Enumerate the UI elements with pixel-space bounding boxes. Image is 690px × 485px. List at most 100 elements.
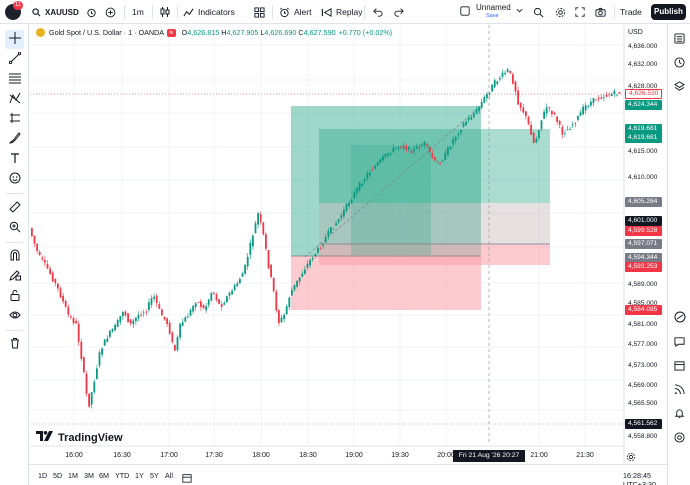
candle-body [213, 292, 215, 294]
layout-name-button[interactable]: Unnamed Save [458, 2, 528, 22]
legend-ohlc: O4,626.815 H4,627.905 L4,626.690 C4,627.… [181, 28, 336, 37]
candle-body [371, 170, 374, 171]
chart-settings-button[interactable] [626, 449, 636, 467]
fullscreen-button[interactable] [575, 0, 585, 24]
icons-tool[interactable] [5, 170, 24, 189]
forecast-tool[interactable] [5, 110, 24, 129]
range-button[interactable]: 5D [53, 471, 63, 480]
candle-body [166, 318, 168, 324]
candle-body [114, 324, 116, 331]
price-label: 4,605.264 [625, 197, 662, 207]
fib-tool[interactable] [5, 70, 24, 89]
range-button[interactable]: 5Y [150, 471, 159, 480]
stay-in-drawing-tool[interactable] [5, 267, 24, 286]
long-position-profit-zone[interactable] [291, 106, 481, 256]
date-range-button[interactable] [182, 470, 192, 485]
zoom-tool[interactable] [5, 219, 24, 238]
magnet-icon [9, 248, 21, 266]
range-button[interactable]: 1M [68, 471, 78, 480]
currency-label[interactable]: USD [628, 29, 643, 36]
range-button[interactable]: 1D [38, 471, 48, 480]
time-tick: 17:30 [205, 452, 223, 459]
publish-button[interactable]: Publish [651, 4, 686, 20]
brush-tool[interactable] [5, 130, 24, 149]
text-tool[interactable] [5, 150, 24, 169]
help-button[interactable] [672, 431, 687, 446]
candle-body [405, 146, 408, 150]
range-button[interactable]: All [165, 471, 173, 480]
candle-body [135, 317, 137, 322]
chart-type-button[interactable] [159, 0, 171, 24]
replay-button[interactable]: Replay [321, 0, 362, 24]
undo-button[interactable] [373, 0, 383, 24]
position-3-zone[interactable] [351, 145, 431, 255]
range-button[interactable]: 1Y [135, 471, 144, 480]
snapshot-button[interactable] [595, 0, 606, 24]
candle-body [402, 145, 405, 148]
symbol-legend[interactable]: Gold Spot / U.S. Dollar · 1 · OANDA ≋ O4… [36, 28, 392, 37]
magnet-tool[interactable] [5, 247, 24, 266]
interval-button[interactable]: 1m [132, 0, 144, 24]
candle-body [57, 283, 59, 289]
ideas-button[interactable] [672, 311, 687, 326]
candle-body [80, 341, 83, 359]
compare-button[interactable] [105, 0, 116, 24]
position-2-mid-zone[interactable] [319, 203, 550, 244]
drawing-toolbar [0, 24, 29, 485]
redo-button[interactable] [394, 0, 404, 24]
candle-body [145, 311, 148, 313]
layouts-button[interactable] [254, 0, 265, 24]
candle-body [389, 153, 392, 155]
remove-drawings-tool[interactable] [5, 335, 24, 354]
candle-body [36, 243, 38, 251]
hide-drawings-tool[interactable] [5, 307, 24, 326]
trade-button[interactable]: Trade [620, 0, 642, 24]
watchlist-button[interactable] [672, 32, 687, 47]
candle-body [506, 69, 509, 72]
measure-tool[interactable] [5, 199, 24, 218]
alert-button[interactable]: Alert [279, 0, 311, 24]
notifications-button[interactable] [672, 407, 687, 422]
indicators-button[interactable]: Indicators [183, 0, 235, 24]
candle-body [566, 129, 569, 131]
clock-timezone[interactable]: 16:28:45 UTC+3:30 [623, 471, 656, 485]
crosshair-tool[interactable] [5, 30, 24, 49]
calendar-icon [674, 358, 685, 376]
lock-drawings-tool[interactable] [5, 287, 24, 306]
candle-body [379, 159, 382, 163]
candle-body [374, 165, 376, 169]
candle-body [486, 93, 488, 99]
streams-button[interactable] [672, 383, 687, 398]
candle-body [98, 352, 101, 366]
calendar-button[interactable] [672, 359, 687, 374]
candle-body [441, 160, 444, 162]
price-tick: 4,565.500 [628, 400, 658, 407]
pattern-tool[interactable] [5, 90, 24, 109]
tradingview-logo[interactable]: TradingView [36, 431, 123, 444]
quick-search-button[interactable] [533, 0, 544, 24]
range-button[interactable]: 6M [99, 471, 109, 480]
price-tick: 4,569.000 [628, 382, 658, 389]
trend-line-tool[interactable] [5, 50, 24, 69]
range-button[interactable]: YTD [115, 471, 130, 480]
settings-button[interactable] [555, 0, 566, 24]
grid [30, 25, 625, 445]
notification-badge: 11 [13, 1, 24, 10]
symbol-search-button[interactable]: XAUUSD [32, 0, 79, 24]
candle-body [340, 215, 343, 218]
candle-body [140, 314, 142, 316]
candle-body [447, 147, 449, 155]
avatar[interactable]: 11 [5, 1, 24, 20]
candle-body [343, 209, 345, 217]
position-2-loss-zone[interactable] [319, 244, 550, 265]
range-button[interactable]: 3M [84, 471, 94, 480]
candle-body [187, 316, 189, 318]
alerts-panel-button[interactable] [672, 56, 687, 71]
add-symbol-compare-button[interactable] [86, 0, 97, 24]
layers-button[interactable] [672, 80, 687, 95]
candle-body [330, 227, 332, 234]
candle-body [426, 143, 428, 146]
price-chart[interactable] [30, 25, 625, 463]
chat-button[interactable] [672, 335, 687, 350]
candle-body [558, 120, 561, 125]
